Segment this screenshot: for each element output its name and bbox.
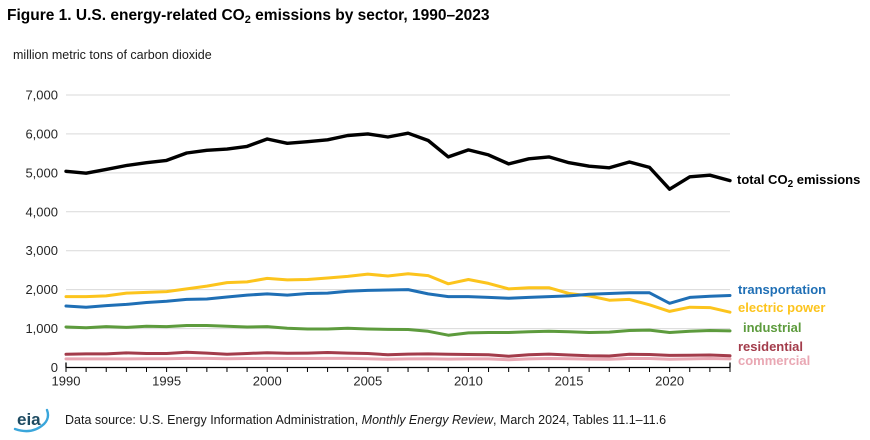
series-line-residential — [64, 350, 732, 358]
y-tick-label: 6,000 — [25, 126, 58, 141]
units-label: million metric tons of carbon dioxide — [13, 48, 212, 62]
series-line-total — [64, 131, 732, 191]
x-tick-label: 2020 — [655, 374, 684, 389]
co2-subscript: 2 — [244, 14, 251, 26]
series-label-total: total CO2 emissions — [737, 172, 861, 191]
x-tick-label: 1995 — [152, 374, 181, 389]
figure-title: Figure 1. U.S. energy-related CO2 emissi… — [7, 7, 490, 26]
series-label-transportation: transportation — [738, 282, 827, 297]
y-tick-label: 2,000 — [25, 282, 58, 297]
x-tick-label: 2005 — [353, 374, 382, 389]
x-tick-label: 2010 — [454, 374, 483, 389]
y-tick-label: 0 — [51, 360, 58, 375]
eia-logo: eia — [10, 404, 56, 436]
footer: eia Data source: U.S. Energy Information… — [8, 402, 868, 438]
series-line-transportation — [64, 288, 732, 309]
source-suffix: , March 2024, Tables 11.1–11.6 — [492, 413, 667, 427]
y-tick-label: 4,000 — [25, 204, 58, 219]
x-tick-label: 1990 — [52, 374, 81, 389]
source-prefix: Data source: U.S. Energy Information Adm… — [65, 413, 362, 427]
eia-logo-swoosh-icon — [13, 408, 50, 433]
y-tick-label: 5,000 — [25, 165, 58, 180]
x-tick-label: 2015 — [555, 374, 584, 389]
series-line-electric-power — [64, 272, 732, 314]
series-label-commercial: commercial — [738, 353, 811, 368]
y-tick-label: 7,000 — [25, 88, 58, 103]
y-tick-label: 3,000 — [25, 243, 58, 258]
eia-logo-text: eia — [17, 410, 41, 429]
x-tick-label: 2000 — [253, 374, 282, 389]
series-label-residential: residential — [738, 339, 804, 354]
series-label-electric-power: electric power — [738, 300, 826, 315]
series-label-industrial: industrial — [743, 320, 802, 335]
series-line-commercial — [64, 356, 732, 362]
y-tick-label: 1,000 — [25, 321, 58, 336]
series-line-industrial — [64, 324, 732, 337]
data-source-text: Data source: U.S. Energy Information Adm… — [65, 413, 666, 427]
title-text-cont: emissions by sector, 1990–2023 — [250, 7, 490, 24]
source-publication: Monthly Energy Review — [361, 413, 493, 427]
title-text: Figure 1. U.S. energy-related CO — [7, 7, 245, 24]
